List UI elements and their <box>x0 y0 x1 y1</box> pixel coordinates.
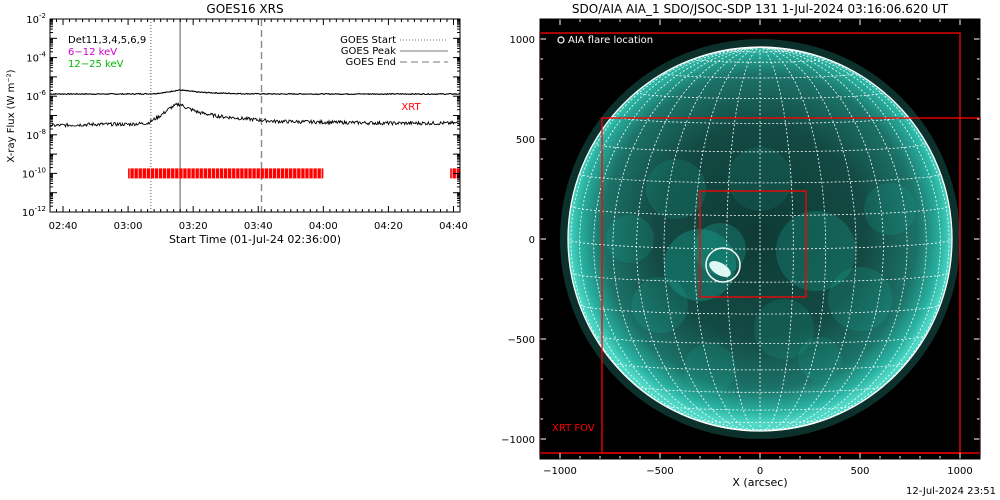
x-tick-label: 03:40 <box>244 221 273 232</box>
xrt-coverage-interval <box>128 168 324 179</box>
y-tick-label: 0 <box>529 235 535 246</box>
longitude-line <box>759 47 927 431</box>
xrt-fov-label: XRT FOV <box>552 423 595 434</box>
x-tick-label: −1000 <box>543 466 577 477</box>
y-tick-label: 1000 <box>510 35 535 46</box>
flare-legend-label: AIA flare location <box>568 35 653 46</box>
footer-timestamp: 12-Jul-2024 23:51 <box>905 486 996 497</box>
xrs-y-label: X-ray Flux (W m⁻²) <box>6 69 17 162</box>
active-region <box>798 337 842 381</box>
corona-glow <box>560 39 960 439</box>
longitude-line <box>636 47 761 431</box>
active-region <box>864 183 916 235</box>
x-tick-label: 04:20 <box>374 221 403 232</box>
latitude-line <box>664 405 856 411</box>
event-lines <box>150 19 263 212</box>
x-tick-label: 04:40 <box>439 221 468 232</box>
x-tick-label: 500 <box>850 466 869 477</box>
y-tick-label: 500 <box>516 135 535 146</box>
solar-limb <box>567 46 953 432</box>
y-tick-label: 10-12 <box>22 205 46 219</box>
flux-series-1 <box>49 89 460 96</box>
flare-kernel <box>709 261 731 277</box>
latitude-line <box>593 334 927 344</box>
xrs-title: GOES16 XRS <box>206 2 283 16</box>
longitude-line <box>726 47 761 431</box>
longitude-line <box>612 47 761 431</box>
flare-legend-marker <box>557 36 565 44</box>
longitude-line <box>693 47 761 431</box>
xrs-x-label: Start Time (01-Jul-24 02:36:00) <box>169 233 341 246</box>
y-tick-label: −1000 <box>501 435 535 446</box>
energy-label: 12−25 keV <box>68 59 124 70</box>
y-tick-label: 10-8 <box>26 128 46 142</box>
longitude-line <box>759 47 941 429</box>
y-tick-label: 10-4 <box>26 51 46 65</box>
active-region <box>606 215 654 263</box>
longitude-line <box>663 47 761 431</box>
aia-image-plot: SDO/AIA AIA_1 SDO/JSOC-SDP 131 1-Jul-202… <box>501 2 981 489</box>
aia-title: SDO/AIA AIA_1 SDO/JSOC-SDP 131 1-Jul-202… <box>572 2 949 16</box>
flux-series-2 <box>49 102 461 128</box>
longitude-line <box>759 47 827 431</box>
legend-label: GOES Start <box>340 35 396 46</box>
y-tick-label: 10-6 <box>26 89 46 103</box>
flare-location-circle <box>705 247 741 283</box>
xrs-plot: GOES16 XRS Start Time (01-Jul-24 02:36:0… <box>6 2 468 246</box>
active-region <box>776 211 856 291</box>
fov-box-inner <box>699 190 807 298</box>
aia-plot-frame <box>539 18 981 460</box>
x-tick-label: −500 <box>646 466 673 477</box>
latitude-line <box>694 58 826 63</box>
flux-series <box>49 89 461 128</box>
x-tick-label: 04:00 <box>309 221 338 232</box>
y-tick-label: 10-2 <box>26 12 46 26</box>
active-region <box>684 343 736 395</box>
longitude-line <box>579 47 761 429</box>
y-tick-label: 10-10 <box>22 166 46 180</box>
x-tick-label: 0 <box>757 466 763 477</box>
longitude-line <box>759 47 857 431</box>
y-tick-label: −500 <box>508 335 535 346</box>
x-tick-label: 03:20 <box>179 221 208 232</box>
active-region <box>632 277 688 333</box>
aia-x-label: X (arcsec) <box>732 476 787 489</box>
legend-label: GOES End <box>346 57 396 68</box>
longitude-line <box>759 47 884 431</box>
x-tick-label: 03:00 <box>114 221 143 232</box>
longitude-line <box>759 47 950 423</box>
longitude-line <box>570 47 761 423</box>
active-region <box>828 267 892 331</box>
x-tick-label: 02:40 <box>49 221 78 232</box>
longitude-line <box>759 47 908 431</box>
active-regions <box>606 147 916 395</box>
active-region <box>646 159 706 219</box>
heliographic-grid <box>568 47 952 431</box>
longitude-line <box>759 47 794 431</box>
energy-label: Det11,3,4,5,6,9 <box>68 35 146 46</box>
x-tick-label: 1000 <box>947 466 972 477</box>
longitude-line <box>593 47 761 431</box>
energy-label: 6−12 keV <box>68 47 117 58</box>
xrs-plot-frame <box>49 18 461 213</box>
xrt-annotation: XRT <box>401 102 421 113</box>
xrt-coverage <box>128 168 460 179</box>
legend-label: GOES Peak <box>341 46 396 57</box>
